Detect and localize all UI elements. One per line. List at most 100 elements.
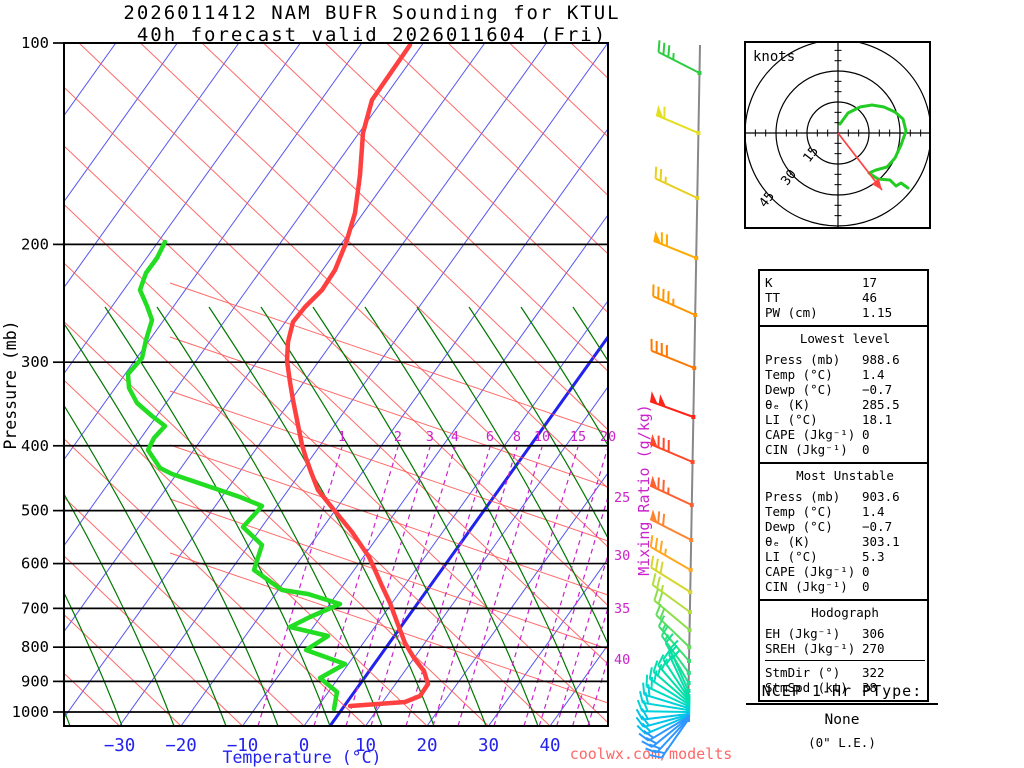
dewpoint-trace xyxy=(125,239,348,712)
stats-value: 322 xyxy=(862,665,885,680)
pressure-tick-label: 600 xyxy=(21,555,49,573)
svg-text:−10: −10 xyxy=(227,736,259,756)
svg-text:10: 10 xyxy=(534,429,550,445)
ptype-note: (0" L.E.) xyxy=(808,735,876,750)
wind-barb xyxy=(650,338,695,369)
svg-text:30: 30 xyxy=(614,548,630,564)
pressure-tick-label: 1000 xyxy=(12,703,49,721)
stats-value: 1.4 xyxy=(862,504,885,519)
pressure-tick-label: 700 xyxy=(21,599,49,617)
stats-value: 285.5 xyxy=(862,397,900,412)
stats-section: Hodograph EH (Jkg⁻¹) 306 SREH (Jkg⁻¹) 270 Stm… xyxy=(760,599,927,700)
wind-barb xyxy=(642,682,689,709)
stats-row: LI (°C) 18.1 xyxy=(765,412,925,427)
svg-text:3: 3 xyxy=(426,429,434,445)
stats-row: Temp (°C) 1.4 xyxy=(765,504,925,519)
y-axis-title: Pressure (mb) xyxy=(1,320,20,449)
wind-barb xyxy=(655,105,699,134)
wind-barb xyxy=(657,654,690,701)
stats-row: Press (mb) 988.6 xyxy=(765,352,925,367)
wind-barb xyxy=(652,660,689,703)
storm-motion-arrow xyxy=(837,132,883,191)
stats-value: 306 xyxy=(862,626,885,641)
svg-text:0: 0 xyxy=(299,736,310,756)
plot-background-grid xyxy=(64,43,608,726)
stats-value: 1.4 xyxy=(862,367,885,382)
barb-staff xyxy=(687,44,701,719)
x-axis-title: Temperature (°C) xyxy=(223,748,382,767)
svg-text:10: 10 xyxy=(355,736,376,756)
stats-label: LI (°C) xyxy=(765,549,818,564)
stats-row: PW (cm) 1.15 xyxy=(765,305,925,320)
stats-row: CAPE (Jkg⁻¹) 0 xyxy=(765,564,925,579)
svg-text:30: 30 xyxy=(478,736,499,756)
svg-text:40: 40 xyxy=(539,736,560,756)
stats-label: LI (°C) xyxy=(765,412,818,427)
stats-section: Lowest level Press (mb) 988.6 Temp (°C) 1.4 D… xyxy=(760,325,927,462)
stats-value: 17 xyxy=(862,275,878,290)
stats-row: Dewp (°C) −0.7 xyxy=(765,382,925,397)
svg-text:25: 25 xyxy=(614,490,630,506)
pressure-tick-label: 900 xyxy=(21,672,49,690)
wind-barb xyxy=(649,434,693,463)
stats-section-title: Lowest level xyxy=(799,331,891,346)
stats-value: 1.15 xyxy=(862,305,893,320)
svg-text:6: 6 xyxy=(486,429,494,445)
stats-row: TT 46 xyxy=(765,290,925,305)
stats-value: 903.6 xyxy=(862,489,900,504)
wind-barb xyxy=(635,708,689,721)
moist-adiabats xyxy=(64,306,608,726)
pressure-tick-label: 100 xyxy=(21,34,49,52)
wind-barb xyxy=(641,717,689,748)
wind-barb xyxy=(662,649,690,699)
wind-barb xyxy=(652,284,696,316)
stats-label: θₑ (K) xyxy=(765,397,811,412)
wind-barb xyxy=(635,714,689,728)
svg-text:15: 15 xyxy=(570,429,586,445)
stats-value: 270 xyxy=(862,641,885,656)
svg-text:40: 40 xyxy=(614,652,630,668)
svg-text:20: 20 xyxy=(600,429,616,445)
stats-label: Dewp (°C) xyxy=(765,519,833,534)
stats-row: SREH (Jkg⁻¹) 270 xyxy=(765,641,925,656)
chart-title-line2: 40h forecast valid 2026011604 (Fri) xyxy=(136,24,608,46)
wind-barb xyxy=(653,230,697,259)
stats-panel: K 17 TT 46 PW (cm) 1.15 Lowest level Press (mb)… xyxy=(758,269,929,702)
stats-value: 0 xyxy=(862,579,870,594)
mixing-ratio-labels: 1 2 3 4 6 8 10 15 20 25 30 35 40 xyxy=(338,429,630,668)
stats-label: StmSpd (kt) xyxy=(765,680,848,695)
wind-barb xyxy=(649,509,692,541)
stats-row: θₑ (K) 285.5 xyxy=(765,397,925,412)
wind-barb xyxy=(645,674,689,707)
stats-label: CIN (Jkg⁻¹) xyxy=(765,579,848,594)
mixing-axis-title: Mixing Ratio (g/kg) xyxy=(635,404,653,576)
stats-section-title: Most Unstable xyxy=(796,468,894,483)
svg-text:8: 8 xyxy=(513,429,521,445)
stats-value: −0.7 xyxy=(862,519,893,534)
stats-label: θₑ (K) xyxy=(765,534,811,549)
svg-text:−30: −30 xyxy=(104,736,136,756)
wind-barb xyxy=(648,667,689,705)
stats-value: 303.1 xyxy=(862,534,900,549)
stats-row: StmDir (°) 322 xyxy=(765,665,925,680)
stats-label: TT xyxy=(765,290,781,305)
stats-row: Dewp (°C) −0.7 xyxy=(765,519,925,534)
stats-label: Press (mb) xyxy=(765,489,841,504)
stats-label: K xyxy=(765,275,773,290)
stats-label: EH (Jkg⁻¹) xyxy=(765,626,841,641)
ptype-heading: NCEP 1-Hr PType: xyxy=(746,682,938,705)
pressure-tick-label: 400 xyxy=(21,437,49,455)
stats-value: 46 xyxy=(862,290,878,305)
stats-row: CAPE (Jkg⁻¹) 0 xyxy=(765,427,925,442)
svg-text:20: 20 xyxy=(416,736,437,756)
stats-divider xyxy=(765,660,925,661)
stats-row: θₑ (K) 303.1 xyxy=(765,534,925,549)
stats-row: LI (°C) 5.3 xyxy=(765,549,925,564)
stats-row: EH (Jkg⁻¹) 306 xyxy=(765,626,925,641)
stats-row: CIN (Jkg⁻¹) 0 xyxy=(765,579,925,594)
stats-label: Temp (°C) xyxy=(765,504,833,519)
stats-row: Temp (°C) 1.4 xyxy=(765,367,925,382)
stats-label: PW (cm) xyxy=(765,305,818,320)
stats-label: StmDir (°) xyxy=(765,665,841,680)
pressure-tick-label: 800 xyxy=(21,638,49,656)
